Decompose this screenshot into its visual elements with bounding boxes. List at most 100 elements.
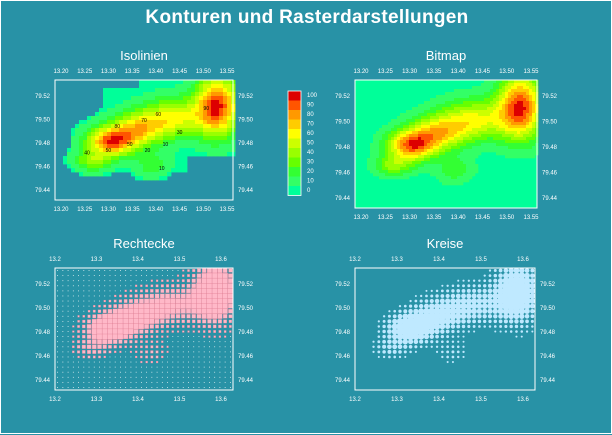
bitmap-pixel <box>433 173 437 177</box>
bitmap-pixel <box>442 95 446 99</box>
rect-marker <box>209 381 210 383</box>
rect-marker <box>161 366 163 368</box>
x-tick-bottom: 13.25 <box>77 207 93 213</box>
bitmap-pixel <box>418 149 422 153</box>
contour-cell <box>199 116 204 121</box>
circle-marker <box>530 314 535 319</box>
bitmap-pixel <box>502 143 506 147</box>
circle-marker <box>477 319 482 324</box>
circle-marker <box>482 288 487 294</box>
bitmap-pixel <box>517 107 521 111</box>
bitmap-pixel <box>421 131 425 135</box>
rect-marker <box>120 356 121 358</box>
rect-marker <box>133 303 139 309</box>
contour-cell <box>203 128 208 133</box>
bitmap-pixel <box>433 113 437 117</box>
bitmap-pixel <box>511 116 515 120</box>
bitmap-pixel <box>457 149 461 153</box>
rect-marker <box>62 341 64 343</box>
bitmap-pixel <box>439 110 443 114</box>
rect-marker <box>149 324 155 329</box>
bitmap-pixel <box>472 140 476 144</box>
bitmap-pixel <box>493 110 497 114</box>
contour-cell <box>131 92 136 97</box>
bitmap-pixel <box>409 125 413 129</box>
circle-marker <box>502 308 510 315</box>
circle-marker <box>488 274 492 277</box>
bitmap-pixel <box>523 143 527 147</box>
bitmap-pixel <box>466 143 470 147</box>
rect-marker <box>118 339 123 344</box>
bitmap-pixel <box>499 86 503 90</box>
bitmap-pixel <box>391 137 395 141</box>
contour-cell <box>199 128 204 133</box>
bitmap-pixel <box>379 161 383 165</box>
bitmap-pixel <box>520 122 524 126</box>
rect-marker <box>130 270 132 271</box>
rect-marker <box>206 283 213 289</box>
bitmap-pixel <box>430 161 434 165</box>
contour-cell <box>167 128 172 133</box>
bitmap-pixel <box>418 122 422 126</box>
bitmap-pixel <box>502 98 506 102</box>
circle-marker <box>466 313 472 319</box>
rect-marker <box>67 320 69 322</box>
bitmap-pixel <box>445 92 449 96</box>
contour-cell <box>127 96 132 101</box>
bitmap-pixel <box>520 110 524 114</box>
rect-marker <box>224 335 227 338</box>
contour-cell <box>103 112 108 117</box>
rect-marker <box>57 366 59 368</box>
rect-marker <box>129 289 133 293</box>
contour-cell <box>195 108 200 113</box>
bitmap-pixel <box>451 173 455 177</box>
plot-area-2 <box>57 267 234 388</box>
circle-marker <box>446 289 450 293</box>
bitmap-pixel <box>397 149 401 153</box>
rect-marker <box>170 288 175 293</box>
contour-cell <box>127 164 132 169</box>
bitmap-pixel <box>466 158 470 162</box>
contour-cell <box>179 104 184 109</box>
rect-marker <box>165 293 170 299</box>
bitmap-pixel <box>439 107 443 111</box>
bitmap-pixel <box>472 95 476 99</box>
circle-marker <box>433 317 441 326</box>
bitmap-pixel <box>490 110 494 114</box>
bitmap-pixel <box>517 86 521 90</box>
bitmap-pixel <box>514 116 518 120</box>
bitmap-pixel <box>451 161 455 165</box>
contour-cell <box>219 88 224 93</box>
rect-marker <box>182 336 184 338</box>
bitmap-pixel <box>472 146 476 150</box>
bitmap-pixel <box>436 134 440 138</box>
contour-cell <box>195 92 200 97</box>
contour-cell <box>227 104 232 109</box>
circle-marker <box>434 298 440 304</box>
circle-marker <box>461 288 466 293</box>
contour-cell <box>203 136 208 141</box>
rect-marker <box>186 314 191 319</box>
bitmap-pixel <box>457 101 461 105</box>
bitmap-pixel <box>376 161 380 165</box>
contour-cell <box>131 160 136 165</box>
circle-marker <box>488 319 492 324</box>
rect-marker <box>144 298 150 304</box>
rect-marker <box>217 319 222 324</box>
rect-marker <box>143 303 150 309</box>
bitmap-pixel <box>442 164 446 168</box>
contour-cell <box>179 124 184 129</box>
bitmap-pixel <box>427 149 431 153</box>
contour-cell <box>127 156 132 161</box>
rect-marker <box>211 298 218 304</box>
bitmap-pixel <box>391 140 395 144</box>
bitmap-pixel <box>460 158 464 162</box>
contour-cell <box>115 88 120 93</box>
bitmap-pixel <box>526 101 530 105</box>
rect-marker <box>206 277 213 284</box>
contour-cell <box>127 88 132 93</box>
x-tick-bottom: 13.20 <box>53 207 69 213</box>
contour-cell <box>103 156 108 161</box>
contour-cell <box>155 124 160 129</box>
bitmap-pixel <box>442 152 446 156</box>
